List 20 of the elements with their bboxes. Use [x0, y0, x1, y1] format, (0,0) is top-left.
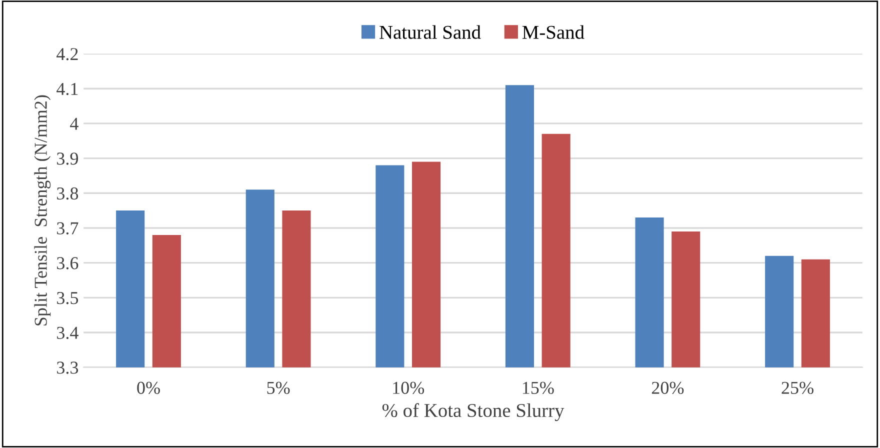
legend-label: M-Sand: [522, 25, 584, 39]
x-tick-label: 15%: [522, 382, 554, 394]
y-tick-label: 3.7: [57, 222, 78, 235]
x-tick-label: 10%: [393, 382, 424, 394]
x-axis-title: % of Kota Stone Slurry: [382, 403, 564, 422]
x-tick-label: 0%: [137, 382, 160, 394]
y-tick-label: 3.9: [57, 152, 78, 165]
y-tick-label: 4.2: [56, 48, 78, 60]
y-tick-label: 3.4: [57, 326, 78, 340]
x-tick-label: 25%: [782, 382, 814, 394]
y-tick-label: 3.6: [57, 257, 78, 270]
y-axis-title: Split Tensile Strength (N/mm2): [34, 95, 51, 326]
y-tick-label: 3.3: [57, 362, 78, 374]
legend-label: Natural Sand: [380, 25, 481, 39]
y-tick-label: 4.1: [56, 82, 78, 96]
y-tick-label: 3.8: [57, 187, 78, 200]
y-tick-label: 4: [70, 118, 78, 130]
y-tick-label: 3.5: [57, 292, 78, 304]
x-tick-label: 20%: [652, 382, 684, 394]
x-tick-label: 5%: [267, 382, 290, 394]
